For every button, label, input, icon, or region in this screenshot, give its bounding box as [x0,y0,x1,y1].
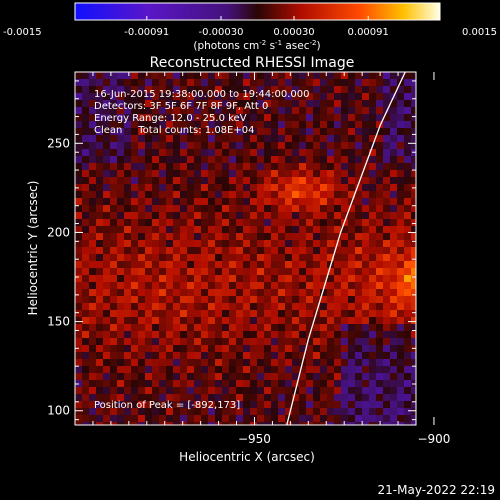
annotation-energy-range: Energy Range: 12.0 - 25.0 keV [94,113,247,124]
annotation-peak-position: Position of Peak = [-892,173] [94,400,240,411]
y-tick-label: 250 [47,136,70,150]
annotation-time-range: 16-Jun-2015 19:38:00.000 to 19:44:00.000 [94,89,310,100]
colorbar-tick-labels: -0.0015 -0.00091 -0.00030 0.00030 0.00091 0.0… [3,27,497,38]
y-tick-label: 100 [47,404,70,418]
annotation-total-counts: Clean Total counts: 1.08E+04 [94,125,254,136]
footer-timestamp: 21-May-2022 22:19 [378,483,495,497]
colorbar-tick-label: -0.0015 [3,27,42,38]
colorbar-tick-label: -0.00030 [199,27,244,38]
colorbar-unit: (photons cm-2 s-1 asec-2) [193,39,320,52]
chart-title: Reconstructed RHESSI Image [150,55,355,71]
x-tick-label: −900 [417,432,450,446]
colorbar-tick-label: 0.0015 [462,27,497,38]
colorbar-tick-label: -0.00091 [124,27,169,38]
y-axis-ticks: 100 150 200 250 [47,80,416,421]
colorbar [74,2,441,21]
x-axis-ticks: −950−900−850 [92,72,450,446]
y-tick-label: 200 [47,225,70,239]
colorbar-tick-label: 0.00091 [348,27,389,38]
heatmap-image [75,72,416,425]
annotation-detectors: Detectors: 3F 5F 6F 7F 8F 9F, Att 0 [94,101,268,112]
y-axis-label: Heliocentric Y (arcsec) [26,181,40,316]
colorbar-ticks [74,16,441,20]
x-axis-label: Heliocentric X (arcsec) [179,450,315,464]
solar-limb-curve [286,72,406,425]
colorbar-tick-label: 0.00030 [273,27,314,38]
x-tick-label: −950 [238,432,271,446]
y-tick-label: 150 [47,315,70,329]
plot-frame [74,71,417,426]
